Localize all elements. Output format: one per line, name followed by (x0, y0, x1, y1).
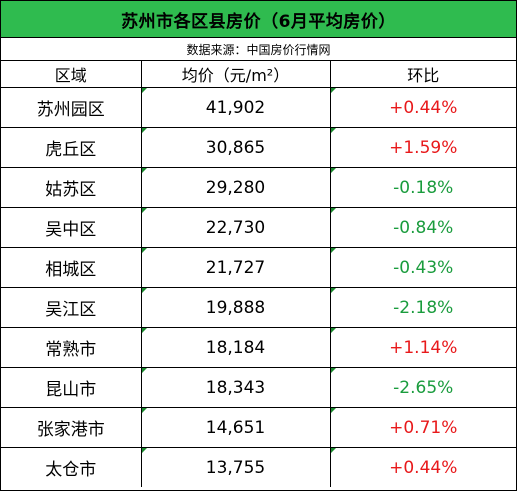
table-row: 吴江区 19,888 -2.18% (1, 287, 516, 328)
change-cell: -2.65% (330, 367, 516, 408)
table-row: 姑苏区 29,280 -0.18% (1, 167, 516, 208)
region-cell: 虎丘区 (1, 127, 142, 168)
price-table: 区域 均价（元/m²） 环比 苏州园区 41,902 +0.44% 虎丘区 30… (1, 61, 516, 487)
price-cell: 29,280 (141, 167, 331, 208)
region-cell: 相城区 (1, 247, 142, 288)
header-region: 区域 (1, 61, 142, 88)
price-cell: 18,343 (141, 367, 331, 408)
price-cell: 13,755 (141, 447, 331, 487)
region-cell: 常熟市 (1, 327, 142, 368)
region-cell: 张家港市 (1, 407, 142, 448)
price-cell: 22,730 (141, 207, 331, 248)
table-row: 昆山市 18,343 -2.65% (1, 367, 516, 408)
change-cell: -0.18% (330, 167, 516, 208)
table-row: 相城区 21,727 -0.43% (1, 247, 516, 288)
change-cell: +1.59% (330, 127, 516, 168)
change-cell: -0.84% (330, 207, 516, 248)
table-title: 苏州市各区县房价（6月平均房价） (1, 1, 516, 38)
table-row: 常熟市 18,184 +1.14% (1, 327, 516, 368)
header-row: 区域 均价（元/m²） 环比 (1, 61, 516, 88)
price-cell: 14,651 (141, 407, 331, 448)
table-row: 虎丘区 30,865 +1.59% (1, 127, 516, 168)
table-row: 苏州园区 41,902 +0.44% (1, 87, 516, 128)
price-cell: 19,888 (141, 287, 331, 328)
region-cell: 昆山市 (1, 367, 142, 408)
change-cell: +0.44% (330, 447, 516, 488)
table-row: 张家港市 14,651 +0.71% (1, 407, 516, 448)
table-row: 吴中区 22,730 -0.84% (1, 207, 516, 248)
region-cell: 吴江区 (1, 287, 142, 328)
region-cell: 吴中区 (1, 207, 142, 248)
change-cell: +1.14% (330, 327, 516, 368)
header-price: 均价（元/m²） (141, 61, 331, 88)
region-cell: 姑苏区 (1, 167, 142, 208)
change-cell: +0.44% (330, 87, 516, 128)
change-cell: +0.71% (330, 407, 516, 448)
data-source-note: 数据来源：中国房价行情网 (1, 38, 516, 61)
header-change: 环比 (330, 61, 516, 88)
price-cell: 41,902 (141, 87, 331, 128)
change-cell: -2.18% (330, 287, 516, 328)
change-cell: -0.43% (330, 247, 516, 288)
region-cell: 太仓市 (1, 447, 142, 487)
region-cell: 苏州园区 (1, 87, 142, 128)
table-row: 太仓市 13,755 +0.44% (1, 447, 516, 488)
price-cell: 18,184 (141, 327, 331, 368)
price-cell: 30,865 (141, 127, 331, 168)
price-cell: 21,727 (141, 247, 331, 288)
